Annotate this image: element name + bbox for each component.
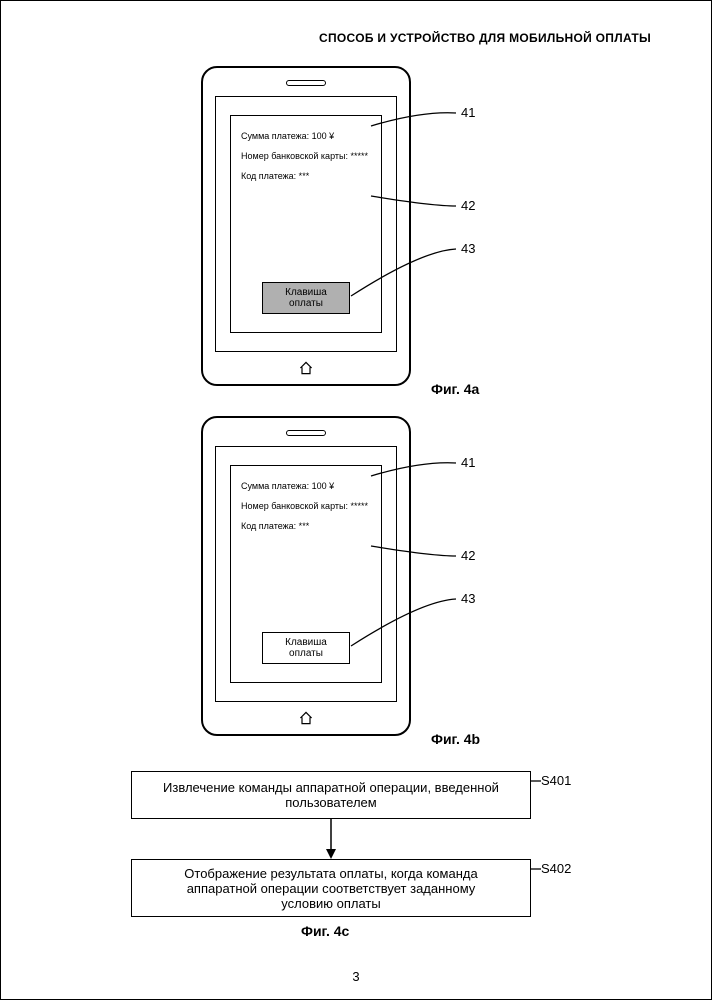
figure-label-4a: Фиг. 4a xyxy=(431,381,479,397)
flow-step-text: Извлечение команды аппаратной операции, … xyxy=(162,780,500,810)
payment-dialog: Сумма платежа: 100 ¥ Номер банковской ка… xyxy=(230,465,382,683)
pay-button[interactable]: Клавиша оплаты xyxy=(262,632,350,664)
page-title: СПОСОБ И УСТРОЙСТВО ДЛЯ МОБИЛЬНОЙ ОПЛАТЫ xyxy=(319,31,651,45)
figure-label-4c: Фиг. 4c xyxy=(301,923,349,939)
phone-speaker xyxy=(286,430,326,436)
callout-42-a: 42 xyxy=(461,198,475,213)
flow-label-s402: S402 xyxy=(541,861,571,876)
payment-code-value: Код платежа: *** xyxy=(241,520,371,532)
callout-43-a: 43 xyxy=(461,241,475,256)
flow-step-text: Отображение результата оплаты, когда ком… xyxy=(162,866,500,911)
phone-speaker xyxy=(286,80,326,86)
amount-value: Сумма платежа: 100 ¥ xyxy=(241,480,371,492)
callout-41-a: 41 xyxy=(461,105,475,120)
phone-screen: Сумма платежа: 100 ¥ Номер банковской ка… xyxy=(215,96,397,352)
phone-mockup-b: Сумма платежа: 100 ¥ Номер банковской ка… xyxy=(201,416,411,736)
callout-41-b: 41 xyxy=(461,455,475,470)
phone-screen: Сумма платежа: 100 ¥ Номер банковской ка… xyxy=(215,446,397,702)
patent-figure-page: СПОСОБ И УСТРОЙСТВО ДЛЯ МОБИЛЬНОЙ ОПЛАТЫ… xyxy=(0,0,712,1000)
card-number-value: Номер банковской карты: ***** xyxy=(241,150,371,162)
flow-step-s401: Извлечение команды аппаратной операции, … xyxy=(131,771,531,819)
flow-label-s401: S401 xyxy=(541,773,571,788)
home-icon xyxy=(298,710,314,726)
payment-dialog: Сумма платежа: 100 ¥ Номер банковской ка… xyxy=(230,115,382,333)
amount-value: Сумма платежа: 100 ¥ xyxy=(241,130,371,142)
callout-43-b: 43 xyxy=(461,591,475,606)
payment-code-value: Код платежа: *** xyxy=(241,170,371,182)
home-icon xyxy=(298,360,314,376)
flow-step-s402: Отображение результата оплаты, когда ком… xyxy=(131,859,531,917)
card-number-value: Номер банковской карты: ***** xyxy=(241,500,371,512)
figure-label-4b: Фиг. 4b xyxy=(431,731,480,747)
callout-42-b: 42 xyxy=(461,548,475,563)
page-number: 3 xyxy=(352,969,359,984)
phone-mockup-a: Сумма платежа: 100 ¥ Номер банковской ка… xyxy=(201,66,411,386)
pay-button[interactable]: Клавиша оплаты xyxy=(262,282,350,314)
